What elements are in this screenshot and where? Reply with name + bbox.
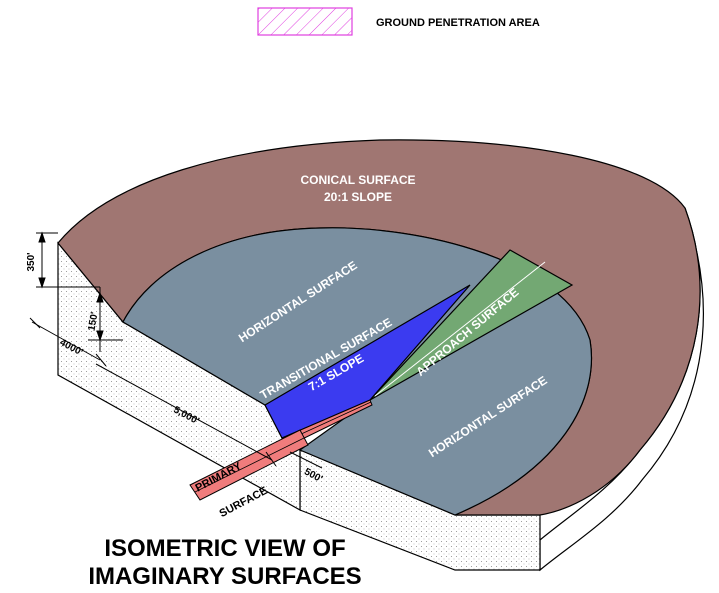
legend: GROUND PENETRATION AREA bbox=[257, 7, 540, 36]
title-line1: ISOMETRIC VIEW OF bbox=[104, 535, 345, 562]
title: ISOMETRIC VIEW OF IMAGINARY SURFACES bbox=[88, 535, 361, 590]
ground-penetration-swatch bbox=[257, 7, 353, 36]
dimension-lines bbox=[29, 231, 323, 469]
legend-label: GROUND PENETRATION AREA bbox=[376, 17, 540, 29]
primary-leader-line bbox=[194, 437, 305, 493]
conical-label-line2: 20:1 SLOPE bbox=[324, 190, 392, 204]
primary-label-line2: SURFACE bbox=[218, 485, 270, 520]
dim-150: 150' bbox=[86, 311, 100, 332]
approach-surface bbox=[369, 249, 574, 401]
title-line2: IMAGINARY SURFACES bbox=[88, 563, 361, 590]
conical-label-line1: CONICAL SURFACE bbox=[300, 173, 415, 187]
dim-350: 350' bbox=[26, 252, 37, 271]
approach-centerline bbox=[374, 261, 546, 397]
